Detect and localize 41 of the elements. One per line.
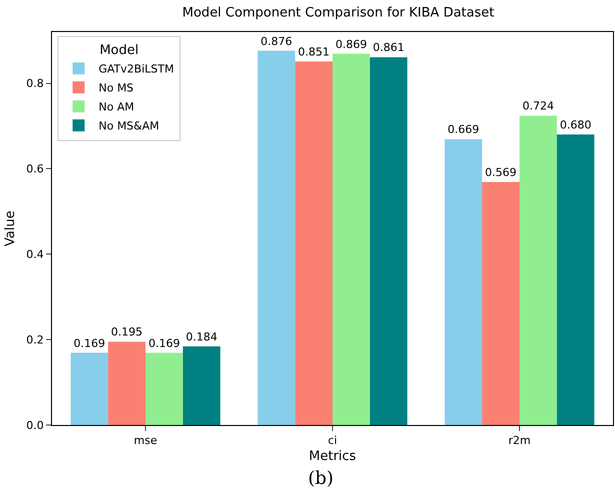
data-label: 0.869 xyxy=(335,38,367,51)
bar xyxy=(370,57,408,425)
x-tick-label: mse xyxy=(134,434,158,448)
bar xyxy=(146,352,183,425)
legend-label: No MS xyxy=(98,82,134,95)
y-tick-label: 0.4 xyxy=(26,248,44,261)
bar xyxy=(556,134,594,425)
data-label: 0.680 xyxy=(560,118,592,132)
data-label: 0.195 xyxy=(111,326,143,339)
bar xyxy=(182,346,220,425)
legend-label: GATv2BiLSTM xyxy=(98,62,174,76)
data-label: 0.724 xyxy=(522,100,554,113)
bar xyxy=(108,342,146,425)
y-tick-label: 0.2 xyxy=(26,333,44,346)
text: (b) xyxy=(308,468,334,489)
y-tick-label: 0.0 xyxy=(26,418,44,432)
legend-label: No AM xyxy=(98,100,134,114)
data-label: 0.569 xyxy=(485,166,517,179)
data-label: 0.169 xyxy=(148,336,180,350)
legend-label: No MS&AM xyxy=(98,120,160,133)
bar xyxy=(332,54,370,425)
bar xyxy=(70,352,108,425)
bar xyxy=(258,50,296,425)
x-axis-title: Metrics xyxy=(308,448,356,464)
data-label: 0.184 xyxy=(186,330,218,344)
x-tick-label: ci xyxy=(328,434,338,448)
y-tick-label: 0.6 xyxy=(26,162,44,176)
data-label: 0.861 xyxy=(372,41,404,54)
bar xyxy=(482,182,520,425)
legend-title: Model xyxy=(100,42,139,58)
data-label: 0.669 xyxy=(448,123,480,136)
chart-title: Model Component Comparison for KIBA Dataset xyxy=(182,6,494,21)
bar xyxy=(444,139,482,425)
y-tick-label: 0.8 xyxy=(26,77,44,90)
data-label: 0.851 xyxy=(298,45,330,58)
bar xyxy=(520,116,557,425)
data-label: 0.169 xyxy=(74,336,106,350)
x-tick-label: r2m xyxy=(508,434,531,448)
data-label: 0.876 xyxy=(260,34,292,48)
bar xyxy=(295,61,332,425)
y-axis-title: Value xyxy=(3,210,18,246)
